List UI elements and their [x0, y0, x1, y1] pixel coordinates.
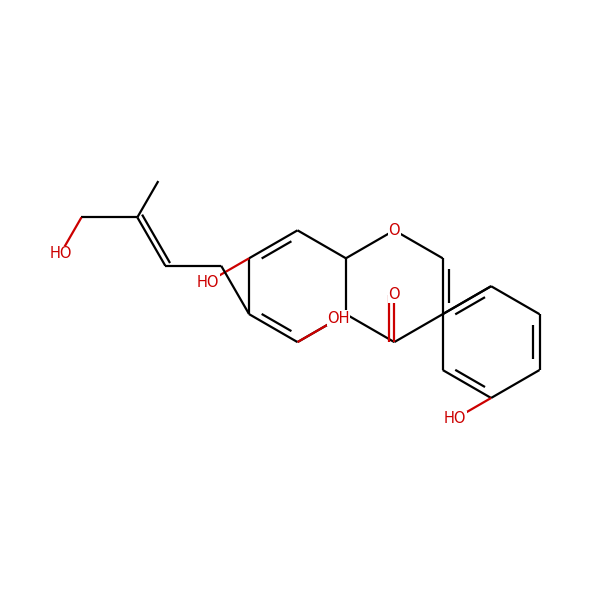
Text: HO: HO [443, 412, 466, 427]
Text: HO: HO [49, 246, 72, 261]
Text: HO: HO [197, 275, 219, 290]
Text: O: O [388, 223, 400, 238]
Text: O: O [388, 287, 400, 302]
Text: OH: OH [328, 311, 350, 326]
